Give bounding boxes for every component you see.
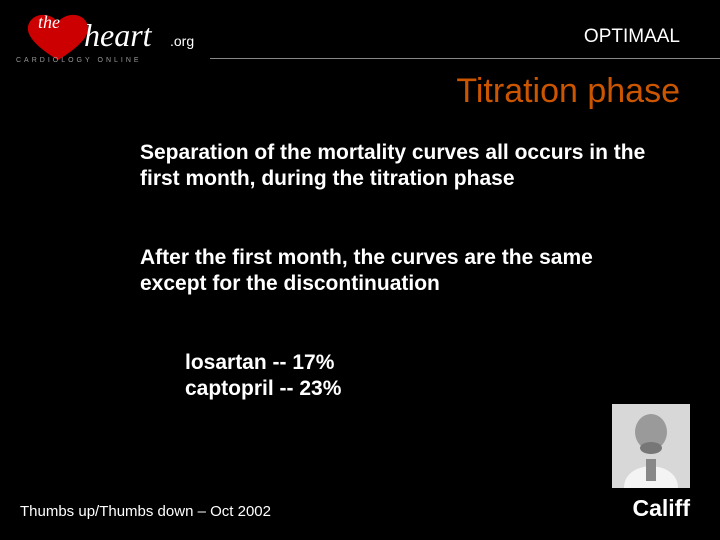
logo-tagline: CARDIOLOGY ONLINE <box>16 57 142 64</box>
drug-line-2: captopril -- 23% <box>185 376 341 402</box>
footer-speaker-name: Califf <box>633 495 691 522</box>
footer-left: Thumbs up/Thumbs down – Oct 2002 <box>20 503 271 520</box>
paragraph-1: Separation of the mortality curves all o… <box>140 140 660 193</box>
logo-brand-text: heart <box>84 17 153 53</box>
speaker-photo <box>612 404 690 488</box>
logo-domain-text: .org <box>170 33 194 49</box>
header-rule <box>210 58 720 59</box>
slide-title: Titration phase <box>456 72 680 111</box>
paragraph-2: After the first month, the curves are th… <box>140 245 660 298</box>
drug-line-1: losartan -- 17% <box>185 350 341 376</box>
logo-main-text: the <box>38 12 60 32</box>
header-label: OPTIMAAL <box>584 26 680 48</box>
drug-stats: losartan -- 17% captopril -- 23% <box>185 350 341 403</box>
site-logo: the heart .org CARDIOLOGY ONLINE <box>10 10 220 65</box>
